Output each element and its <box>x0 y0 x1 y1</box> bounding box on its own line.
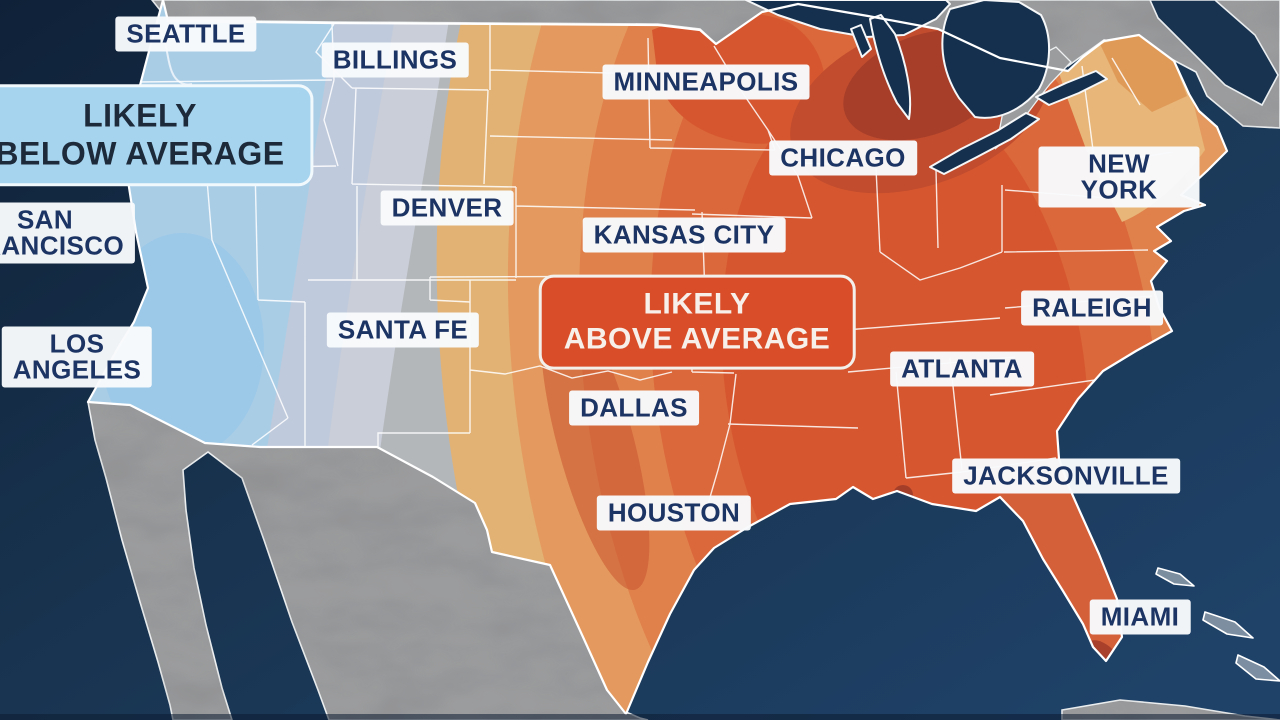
city-label-minneapolis: MINNEAPOLIS <box>602 64 810 100</box>
city-label-houston: HOUSTON <box>596 495 752 531</box>
lake-ontario <box>1035 70 1108 106</box>
city-label-san-francisco: SAN FRANCISCO <box>0 202 136 264</box>
city-label-atlanta: ATLANTA <box>890 351 1034 387</box>
lake-erie <box>929 112 1040 175</box>
city-label-dallas: DALLAS <box>569 390 699 426</box>
city-label-kansas-city: KANSAS CITY <box>582 217 786 253</box>
city-label-raleigh: RALEIGH <box>1021 290 1163 326</box>
bahamas-islands <box>1155 567 1280 682</box>
city-label-denver: DENVER <box>380 190 514 226</box>
lake-michigan <box>869 14 912 120</box>
city-label-santa-fe: SANTA FE <box>326 312 480 348</box>
city-label-miami: MIAMI <box>1089 599 1191 635</box>
callout-likely-above-average: LIKELY ABOVE AVERAGE <box>538 274 856 370</box>
lake-huron <box>941 0 1051 119</box>
bottom-edge <box>0 714 1280 720</box>
city-label-chicago: CHICAGO <box>769 140 917 176</box>
city-label-jacksonville: JACKSONVILLE <box>952 458 1180 494</box>
city-label-los-angeles: LOS ANGELES <box>1 326 153 388</box>
lake-superior <box>745 0 951 38</box>
city-label-seattle: SEATTLE <box>115 16 257 52</box>
city-label-billings: BILLINGS <box>321 42 469 78</box>
green-bay <box>850 24 872 58</box>
callout-likely-below-average: LIKELY BELOW AVERAGE <box>0 84 314 186</box>
great-lakes <box>745 0 1108 175</box>
city-label-new-york: NEW YORK <box>1038 146 1200 208</box>
gulf-of-st-lawrence <box>1149 0 1279 107</box>
